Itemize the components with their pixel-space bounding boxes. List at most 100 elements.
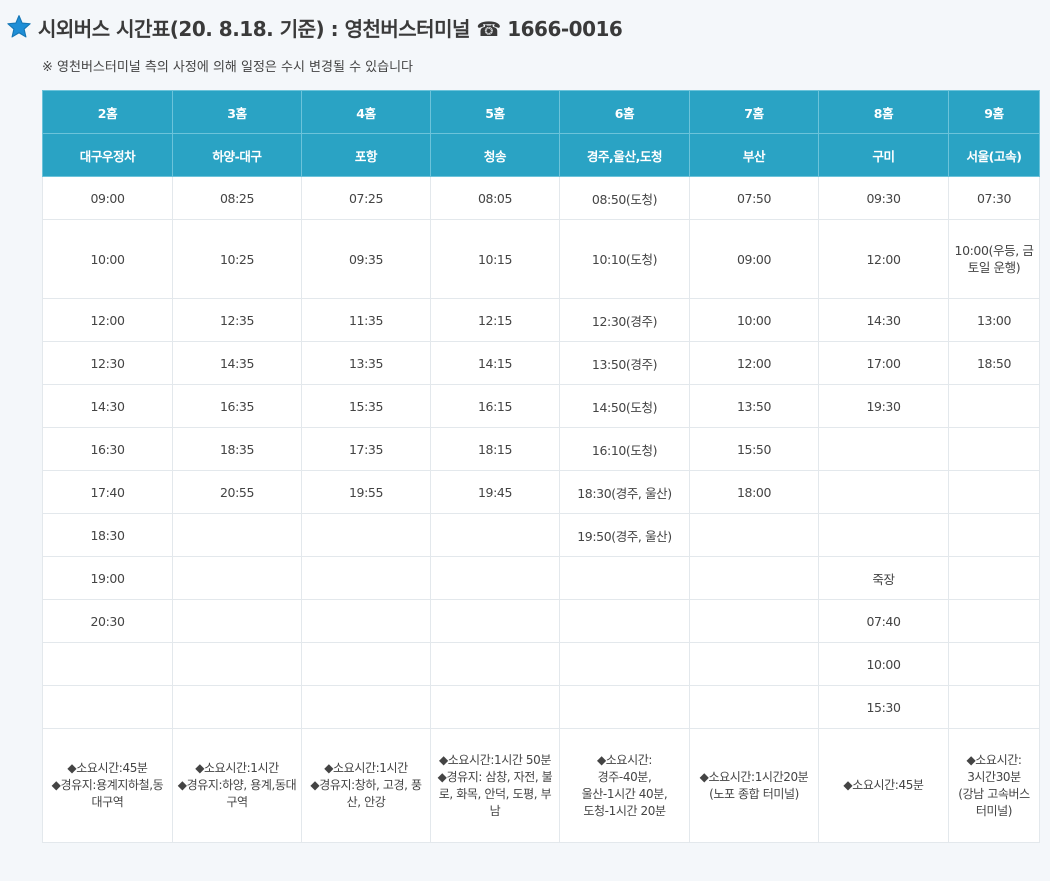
- departure-time-cell: [818, 513, 949, 557]
- departure-time-cell: [948, 685, 1040, 729]
- departure-time-cell: 10:00: [818, 642, 949, 686]
- route-info-cell: ◆소요시간:1시간20분 (노포 종합 터미널): [689, 728, 819, 843]
- departure-time-cell: [430, 685, 560, 729]
- departure-time-cell: [430, 513, 560, 557]
- departure-time-cell: [301, 556, 431, 600]
- route-info-row: ◆소요시간:45분 ◆경유지:용계지하철,동대구역 ◆소요시간:1시간 ◆경유지:하양…: [42, 728, 1040, 843]
- departure-time-cell: 19:50(경주, 울산): [559, 513, 690, 557]
- departure-time-cell: 17:35: [301, 427, 431, 471]
- departure-time-cell: 12:35: [172, 298, 302, 342]
- schedule-notice: ※ 영천버스터미널 측의 사정에 의해 일정은 수시 변경될 수 있습니다: [42, 60, 414, 75]
- star-icon: [7, 15, 31, 38]
- platform-header: 8홈: [818, 90, 949, 134]
- platform-header: 4홈: [301, 90, 431, 134]
- departure-time-cell: [42, 642, 173, 686]
- platform-header: 9홈: [948, 90, 1040, 134]
- departure-time-cell: [430, 599, 560, 643]
- departure-time-cell: 12:00: [42, 298, 173, 342]
- departure-time-cell: 12:30: [42, 341, 173, 385]
- departure-time-cell: 19:55: [301, 470, 431, 514]
- departure-time-cell: [689, 685, 819, 729]
- departure-time-cell: 20:55: [172, 470, 302, 514]
- table-row: 15:30: [42, 685, 1040, 729]
- departure-time-cell: [559, 685, 690, 729]
- departure-time-cell: 18:30(경주, 울산): [559, 470, 690, 514]
- departure-time-cell: 17:40: [42, 470, 173, 514]
- departure-time-cell: [559, 556, 690, 600]
- departure-time-cell: [559, 599, 690, 643]
- departure-time-cell: 10:15: [430, 219, 560, 299]
- route-info-cell: ◆소요시간:45분: [818, 728, 949, 843]
- route-info-cell: ◆소요시간: 3시간30분 (강남 고속버스터미널): [948, 728, 1040, 843]
- departure-time-cell: 16:15: [430, 384, 560, 428]
- departure-time-cell: [301, 642, 431, 686]
- departure-time-cell: [301, 685, 431, 729]
- departure-time-cell: [948, 642, 1040, 686]
- page-title: 시외버스 시간표(20. 8.18. 기준) : 영천버스터미널 ☎ 1666-…: [38, 16, 623, 41]
- route-info-cell: ◆소요시간:45분 ◆경유지:용계지하철,동대구역: [42, 728, 173, 843]
- departure-time-cell: [172, 642, 302, 686]
- table-row: 19:00 죽장: [42, 556, 1040, 600]
- departure-time-cell: 죽장: [818, 556, 949, 600]
- departure-time-cell: 13:50(경주): [559, 341, 690, 385]
- departure-time-cell: 14:30: [818, 298, 949, 342]
- destination-header: 하양-대구: [172, 133, 302, 177]
- timetable-header: 2홈 3홈 4홈 5홈 6홈 7홈 8홈 9홈 대구우정차 하양-대구 포항 청송 경주,울산,도청 부…: [42, 90, 1040, 177]
- departure-time-cell: 14:30: [42, 384, 173, 428]
- page-header: 시외버스 시간표(20. 8.18. 기준) : 영천버스터미널 ☎ 1666-…: [6, 10, 623, 44]
- departure-time-cell: [172, 556, 302, 600]
- departure-time-cell: [948, 556, 1040, 600]
- departure-time-cell: 07:25: [301, 176, 431, 220]
- departure-time-cell: 09:35: [301, 219, 431, 299]
- departure-time-cell: [172, 685, 302, 729]
- departure-time-cell: [818, 470, 949, 514]
- platform-header: 6홈: [559, 90, 690, 134]
- bus-timetable: 2홈 3홈 4홈 5홈 6홈 7홈 8홈 9홈 대구우정차 하양-대구 포항 청송 경주,울산,도청 부…: [42, 90, 1040, 843]
- departure-time-cell: [948, 599, 1040, 643]
- table-row: 12:00 12:35 11:35 12:15 12:30(경주) 10:00 14:30 1…: [42, 298, 1040, 342]
- platform-header: 2홈: [42, 90, 173, 134]
- departure-time-cell: 14:50(도청): [559, 384, 690, 428]
- departure-time-cell: 09:00: [42, 176, 173, 220]
- table-row: 12:30 14:35 13:35 14:15 13:50(경주) 12:00 17:00 1…: [42, 341, 1040, 385]
- departure-time-cell: 13:35: [301, 341, 431, 385]
- departure-time-cell: 16:30: [42, 427, 173, 471]
- departure-time-cell: [301, 599, 431, 643]
- departure-time-cell: 15:50: [689, 427, 819, 471]
- table-row: 20:30 07:40: [42, 599, 1040, 643]
- departure-time-cell: 12:00: [689, 341, 819, 385]
- destination-header: 구미: [818, 133, 949, 177]
- departure-time-cell: [172, 599, 302, 643]
- route-info-cell: ◆소요시간:1시간 50분 ◆경유지: 삼창, 자전, 불로, 화목, 안덕, 도…: [430, 728, 560, 843]
- departure-time-cell: [689, 599, 819, 643]
- departure-time-cell: 10:25: [172, 219, 302, 299]
- departure-time-cell: 18:35: [172, 427, 302, 471]
- departure-time-cell: [818, 427, 949, 471]
- departure-time-cell: [689, 556, 819, 600]
- departure-time-cell: 12:15: [430, 298, 560, 342]
- departure-time-cell: 18:50: [948, 341, 1040, 385]
- departure-time-cell: [559, 642, 690, 686]
- home-row: 2홈 3홈 4홈 5홈 6홈 7홈 8홈 9홈: [42, 90, 1040, 134]
- departure-time-cell: 08:25: [172, 176, 302, 220]
- destination-header: 경주,울산,도청: [559, 133, 690, 177]
- departure-time-cell: 07:30: [948, 176, 1040, 220]
- departure-time-cell: [948, 384, 1040, 428]
- departure-time-cell: 10:00: [42, 219, 173, 299]
- departure-time-cell: 20:30: [42, 599, 173, 643]
- departure-time-cell: 17:00: [818, 341, 949, 385]
- departure-time-cell: 13:50: [689, 384, 819, 428]
- timetable-body: 09:00 08:25 07:25 08:05 08:50(도청) 07:50 09:30 0…: [42, 176, 1040, 843]
- platform-header: 5홈: [430, 90, 560, 134]
- departure-time-cell: 11:35: [301, 298, 431, 342]
- departure-time-cell: 18:15: [430, 427, 560, 471]
- departure-time-cell: 12:30(경주): [559, 298, 690, 342]
- departure-time-cell: 13:00: [948, 298, 1040, 342]
- departure-time-cell: 10:00(우등, 금토일 운행): [948, 219, 1040, 299]
- departure-time-cell: [42, 685, 173, 729]
- departure-time-cell: 10:00: [689, 298, 819, 342]
- departure-time-cell: 09:00: [689, 219, 819, 299]
- table-row: 18:30 19:50(경주, 울산): [42, 513, 1040, 557]
- departure-time-cell: 18:30: [42, 513, 173, 557]
- departure-time-cell: [948, 427, 1040, 471]
